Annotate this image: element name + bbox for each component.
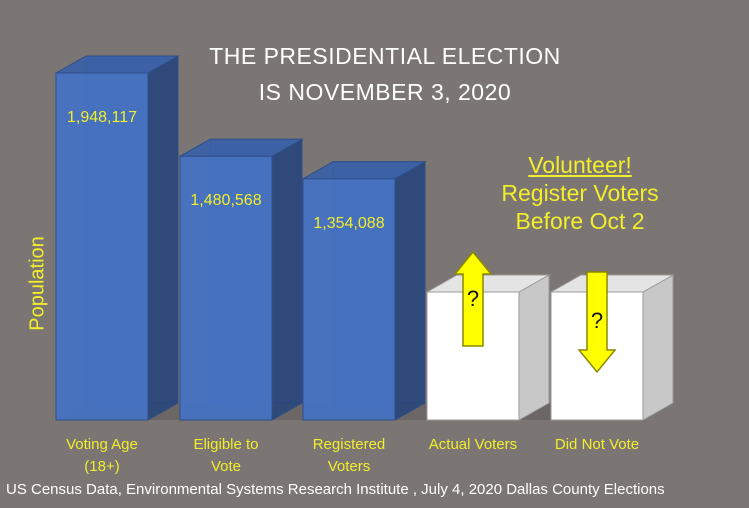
unknown-value-label: ? — [590, 308, 604, 333]
unknown-value-label: ? — [466, 286, 480, 311]
x-tick-label: Did Not Vote — [554, 436, 640, 453]
bar-side-face — [518, 274, 550, 421]
up-arrow-icon — [453, 250, 493, 347]
x-tick-label: Voting Age (18+) — [66, 436, 138, 475]
x-tick-label: Eligible to Vote — [193, 436, 259, 475]
data-label: 1,948,117 — [67, 109, 137, 126]
volunteer-line-register: Register Voters — [501, 180, 659, 206]
x-tick-label: Actual Voters — [428, 436, 518, 453]
bar-front-face — [55, 72, 149, 421]
bar-front-face — [179, 155, 273, 421]
bar-side-face — [642, 274, 674, 421]
volunteer-heading: Volunteer! — [528, 152, 632, 178]
y-axis-label: Population — [26, 236, 49, 331]
data-label: 1,480,568 — [190, 192, 262, 210]
data-label: 1,354,088 — [313, 214, 385, 232]
volunteer-line-deadline: Before Oct 2 — [515, 208, 645, 234]
chart-title-line2: IS NOVEMBER 3, 2020 — [258, 79, 512, 105]
x-tick-label: Registered Voters — [312, 436, 386, 475]
bar-side-face — [271, 138, 303, 421]
source-note: US Census Data, Environmental Systems Re… — [6, 481, 665, 498]
chart-title-line1: THE PRESIDENTIAL ELECTION — [209, 43, 561, 69]
bar-side-face — [394, 160, 426, 421]
bar-front-face — [302, 178, 396, 421]
down-arrow-icon — [577, 271, 617, 374]
